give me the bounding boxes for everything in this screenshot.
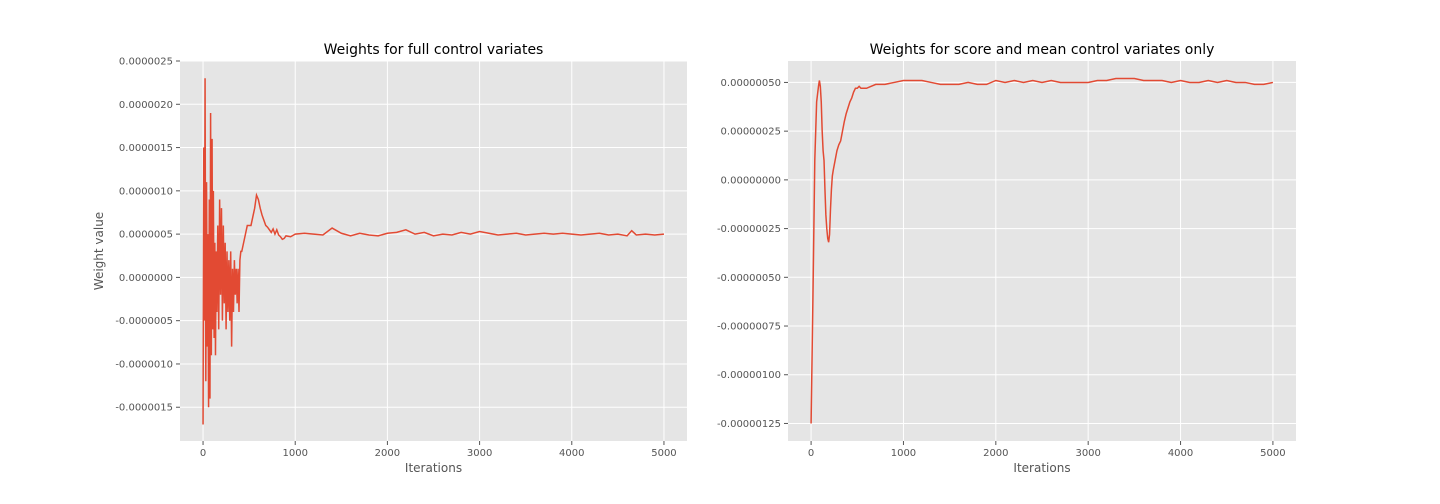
y-tick-label: -0.00000125 [717, 419, 781, 430]
y-axis-ticks: -0.0000015 -0.0000010 -0.0000005 0.0000000 0… [115, 57, 180, 414]
chart-title: Weights for full control variates [324, 42, 544, 58]
x-axis-label: Iterations [405, 461, 462, 475]
y-tick-label: -0.0000015 [115, 403, 173, 414]
y-tick-label: 0.0000000 [119, 273, 173, 284]
x-tick-label: 0 [808, 448, 814, 459]
chart-score-mean-control-variates: 0 1000 2000 3000 4000 5000 -0.00000125-0.0000… [717, 42, 1296, 475]
y-axis-ticks: -0.00000125 -0.00000100 -0.00000075 -0.0000… [717, 78, 788, 430]
x-tick-label: 0 [200, 448, 206, 459]
y-tick-label: -0.00000075 [717, 322, 781, 333]
x-tick-label: 2000 [983, 448, 1008, 459]
y-tick-label: 0.0000020 [119, 100, 173, 111]
y-tick-label: -0.0000005 [115, 316, 173, 327]
y-tick-label: -0.00000100 [717, 370, 781, 381]
y-tick-label: 0.0000015 [119, 143, 173, 154]
chart-title: Weights for score and mean control varia… [870, 42, 1215, 58]
x-tick-label: 1000 [283, 448, 308, 459]
y-tick-label: 0.00000050 [721, 78, 781, 89]
y-tick-label: 0.0000025 [119, 57, 173, 68]
x-tick-label: 5000 [1260, 448, 1285, 459]
y-tick-label: 0.0000005 [119, 230, 173, 241]
gridlines [180, 60, 687, 441]
series-line [810, 77, 1274, 424]
x-axis-label: Iterations [1013, 461, 1070, 475]
y-tick-label: 0.00000000 [721, 175, 781, 186]
x-axis-ticks: 0 1000 2000 3000 4000 5000 [200, 441, 677, 459]
y-tick-label: 0.0000010 [119, 186, 173, 197]
y-tick-label: -0.00000050 [717, 273, 781, 284]
x-tick-label: 1000 [891, 448, 916, 459]
y-axis-label: Weight value [92, 212, 106, 290]
x-tick-label: 3000 [467, 448, 492, 459]
y-tick-label: -0.00000025 [717, 224, 781, 235]
x-tick-label: 4000 [559, 448, 584, 459]
y-tick-label: 0.00000025 [721, 127, 781, 138]
x-axis-ticks: 0 1000 2000 3000 4000 5000 [808, 441, 1286, 459]
x-tick-label: 2000 [375, 448, 400, 459]
series-line [202, 78, 665, 425]
chart-full-control-variates: 0 1000 2000 3000 4000 5000 -0.0000015-0.00000… [92, 42, 687, 475]
plot-area [788, 61, 1296, 441]
y-tick-label: -0.0000010 [115, 359, 173, 370]
x-tick-label: 3000 [1075, 448, 1100, 459]
x-tick-label: 5000 [651, 448, 676, 459]
x-tick-label: 4000 [1168, 448, 1193, 459]
plot-area [180, 61, 687, 441]
